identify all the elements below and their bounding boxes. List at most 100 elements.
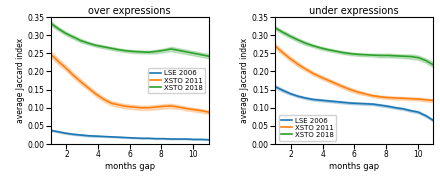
XSTO 2018 [55, 28, 61, 30]
XSTO 2011 [116, 104, 121, 106]
XSTO 2018 [78, 40, 83, 42]
Y-axis label: average Jaccard index: average Jaccard index [240, 38, 249, 123]
XSTO 2011 [370, 95, 376, 97]
LSE 2006 [206, 139, 212, 141]
XSTO 2018 [138, 51, 143, 53]
XSTO 2018 [295, 39, 301, 41]
LSE 2006 [176, 138, 181, 140]
LSE 2006 [416, 111, 421, 113]
XSTO 2018 [318, 47, 323, 49]
XSTO 2011 [280, 52, 286, 54]
LSE 2006 [341, 101, 346, 103]
LSE 2006 [198, 138, 204, 141]
LSE 2006 [131, 137, 136, 139]
LSE 2006 [86, 135, 91, 137]
XSTO 2011 [325, 79, 330, 81]
XSTO 2018 [356, 53, 361, 55]
LSE 2006 [272, 86, 278, 88]
XSTO 2018 [423, 59, 429, 62]
LSE 2006 [70, 133, 76, 135]
LSE 2006 [93, 135, 99, 137]
XSTO 2011 [318, 76, 323, 78]
Line: XSTO 2018: XSTO 2018 [275, 28, 433, 65]
XSTO 2018 [303, 42, 308, 44]
XSTO 2018 [341, 52, 346, 54]
Line: XSTO 2018: XSTO 2018 [51, 23, 209, 56]
XSTO 2011 [146, 107, 151, 109]
XSTO 2018 [206, 55, 212, 57]
XSTO 2018 [108, 47, 114, 49]
Line: LSE 2006: LSE 2006 [275, 87, 433, 120]
LSE 2006 [378, 104, 383, 106]
XSTO 2018 [63, 32, 68, 34]
XSTO 2018 [198, 54, 204, 56]
Title: under expressions: under expressions [309, 6, 399, 16]
LSE 2006 [116, 136, 121, 138]
XSTO 2011 [198, 110, 204, 112]
XSTO 2011 [393, 97, 398, 99]
XSTO 2011 [310, 72, 315, 74]
XSTO 2011 [86, 87, 91, 89]
XSTO 2018 [131, 50, 136, 53]
Legend: LSE 2006, XSTO 2011, XSTO 2018: LSE 2006, XSTO 2011, XSTO 2018 [279, 115, 336, 141]
XSTO 2018 [191, 52, 196, 54]
XSTO 2018 [378, 54, 383, 57]
LSE 2006 [101, 135, 106, 137]
XSTO 2018 [101, 46, 106, 48]
XSTO 2018 [116, 49, 121, 51]
LSE 2006 [325, 100, 330, 102]
XSTO 2018 [146, 51, 151, 53]
XSTO 2011 [416, 98, 421, 100]
XSTO 2011 [272, 45, 278, 47]
Title: over expressions: over expressions [88, 6, 171, 16]
XSTO 2011 [348, 89, 353, 91]
LSE 2006 [310, 98, 315, 100]
XSTO 2011 [63, 67, 68, 69]
XSTO 2018 [416, 57, 421, 59]
LSE 2006 [401, 108, 406, 110]
XSTO 2011 [55, 60, 61, 62]
LSE 2006 [280, 89, 286, 91]
LSE 2006 [78, 134, 83, 136]
LSE 2006 [154, 138, 159, 140]
XSTO 2011 [123, 105, 128, 107]
XSTO 2011 [176, 106, 181, 108]
LSE 2006 [363, 103, 368, 105]
XSTO 2011 [333, 82, 338, 84]
Line: XSTO 2011: XSTO 2011 [51, 54, 209, 112]
XSTO 2018 [401, 55, 406, 57]
LSE 2006 [295, 95, 301, 97]
Line: XSTO 2011: XSTO 2011 [275, 46, 433, 101]
XSTO 2018 [408, 55, 414, 58]
LSE 2006 [370, 103, 376, 105]
XSTO 2018 [183, 51, 189, 53]
XSTO 2011 [183, 107, 189, 110]
XSTO 2018 [333, 50, 338, 52]
LSE 2006 [183, 138, 189, 140]
XSTO 2011 [191, 108, 196, 111]
XSTO 2011 [206, 111, 212, 113]
LSE 2006 [108, 136, 114, 138]
Line: LSE 2006: LSE 2006 [51, 130, 209, 140]
LSE 2006 [55, 131, 61, 133]
XSTO 2011 [295, 63, 301, 65]
XSTO 2018 [363, 54, 368, 56]
LSE 2006 [423, 115, 429, 117]
LSE 2006 [356, 102, 361, 105]
LSE 2006 [146, 137, 151, 139]
XSTO 2011 [288, 58, 293, 60]
XSTO 2018 [348, 53, 353, 55]
LSE 2006 [431, 119, 436, 122]
XSTO 2018 [393, 55, 398, 57]
XSTO 2018 [154, 50, 159, 53]
XSTO 2018 [280, 31, 286, 33]
Y-axis label: average Jaccard index: average Jaccard index [15, 38, 25, 123]
XSTO 2018 [86, 42, 91, 44]
Legend: LSE 2006, XSTO 2011, XSTO 2018: LSE 2006, XSTO 2011, XSTO 2018 [148, 68, 205, 93]
XSTO 2011 [93, 93, 99, 95]
XSTO 2018 [288, 35, 293, 37]
XSTO 2011 [423, 99, 429, 101]
LSE 2006 [123, 136, 128, 139]
LSE 2006 [303, 97, 308, 99]
LSE 2006 [393, 107, 398, 109]
